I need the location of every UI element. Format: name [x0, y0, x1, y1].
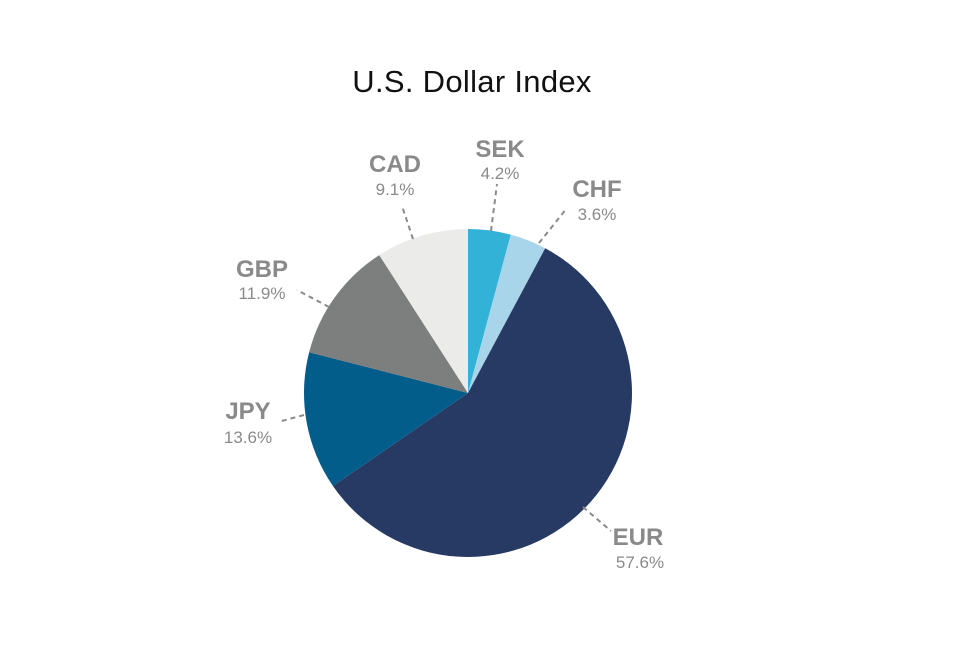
- slice-value-eur: 57.6%: [616, 553, 664, 572]
- leader-line-eur: [582, 506, 612, 532]
- slice-label-gbp: GBP: [236, 256, 288, 283]
- slice-label-chf: CHF: [572, 176, 621, 203]
- pie-slice-cad: [379, 229, 468, 393]
- chart-title: U.S. Dollar Index: [352, 64, 592, 99]
- slice-value-jpy: 13.6%: [224, 428, 272, 447]
- pie-slice-chf: [468, 234, 546, 393]
- slice-value-gbp: 11.9%: [239, 284, 286, 303]
- slice-value-chf: 3.6%: [578, 205, 617, 224]
- slices-layer: [303, 229, 632, 557]
- slice-value-cad: 9.1%: [376, 180, 415, 199]
- leader-line-chf: [538, 207, 568, 244]
- slice-label-cad: CAD: [369, 151, 421, 178]
- slice-label-sek: SEK: [475, 136, 525, 163]
- leader-line-gbp: [296, 289, 330, 308]
- leader-line-sek: [490, 183, 498, 232]
- leader-line-cad: [401, 205, 414, 240]
- slice-label-jpy: JPY: [225, 398, 270, 425]
- pie-slice-gbp: [309, 255, 468, 393]
- pie-slice-eur: [332, 248, 632, 557]
- pie-slice-jpy: [303, 352, 468, 487]
- slice-value-sek: 4.2%: [481, 164, 520, 183]
- slice-label-eur: EUR: [613, 524, 664, 551]
- leader-line-jpy: [277, 414, 305, 423]
- pie-slice-sek: [468, 229, 511, 393]
